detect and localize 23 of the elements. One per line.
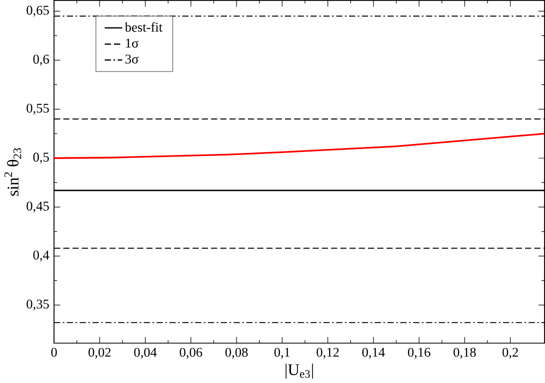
y-axis-title: sin$^{2}$ θ$_{23}$ [4, 148, 22, 196]
x-axis-title: |U$_{e3}$| [286, 364, 313, 379]
y-tick-label: 0,45 [26, 202, 49, 213]
x-tick-label: 0,08 [225, 348, 248, 359]
x-tick-label: 0,04 [134, 348, 157, 359]
x-tick-label: 0,18 [454, 348, 476, 359]
x-tick-label: 0,14 [362, 348, 385, 359]
x-tick-label: 0,02 [88, 348, 111, 359]
legend-label: 1σ [126, 38, 138, 48]
x-tick-label: 0,1 [274, 348, 290, 359]
y-tick-label: 0,5 [33, 152, 49, 164]
y-tick-label: 0,55 [26, 104, 49, 115]
y-tick-label: 0,4 [33, 250, 50, 262]
y-tick-label: 0,6 [33, 54, 50, 66]
x-tick-label: 0,16 [408, 348, 430, 359]
legend-label: best-fit [124, 22, 162, 32]
x-tick-label: 0,2 [502, 348, 518, 359]
x-tick-label: 0 [51, 348, 57, 357]
legend-label: 3σ [126, 54, 138, 64]
y-tick-label: 0,65 [26, 6, 49, 17]
x-tick-label: 0,12 [316, 348, 339, 359]
y-tick-label: 0,35 [26, 300, 49, 310]
x-tick-label: 0,06 [180, 348, 202, 359]
